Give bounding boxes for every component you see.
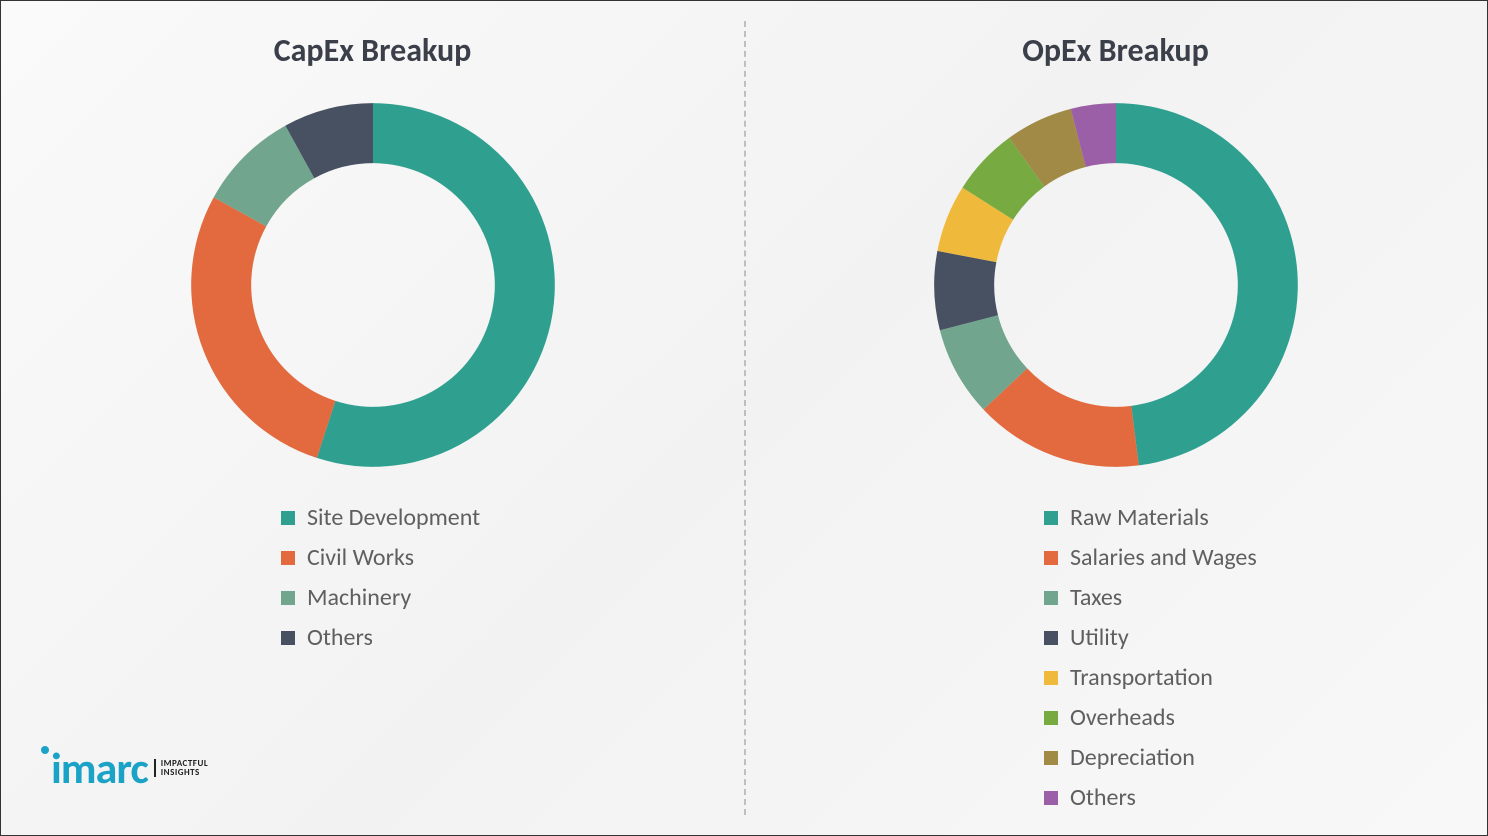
legend-swatch-icon [1044, 591, 1058, 605]
donut-slice [1116, 103, 1298, 465]
legend-label: Depreciation [1070, 743, 1195, 773]
legend-label: Utility [1070, 623, 1129, 653]
legend-item: Transportation [1044, 663, 1257, 693]
legend-item: Depreciation [1044, 743, 1257, 773]
legend-label: Machinery [307, 583, 411, 613]
legend-label: Civil Works [307, 543, 414, 573]
legend-swatch-icon [281, 551, 295, 565]
legend-item: Utility [1044, 623, 1257, 653]
donut-slice [191, 197, 335, 458]
legend-swatch-icon [1044, 711, 1058, 725]
brand-tagline-line2: INSIGHTS [161, 767, 200, 778]
legend-swatch-icon [1044, 511, 1058, 525]
capex-legend: Site Development Civil Works Machinery Othe… [281, 503, 480, 653]
legend-label: Raw Materials [1070, 503, 1209, 533]
legend-swatch-icon [1044, 671, 1058, 685]
brand-logo: imarc IMPACTFUL INSIGHTS [41, 746, 208, 790]
legend-item: Taxes [1044, 583, 1257, 613]
opex-donut-chart [916, 85, 1316, 485]
brand-name: imarc [51, 741, 148, 795]
legend-item: Machinery [281, 583, 480, 613]
legend-swatch-icon [281, 511, 295, 525]
opex-panel: OpEx Breakup Raw Materials Salaries and W… [744, 1, 1487, 835]
legend-label: Overheads [1070, 703, 1175, 733]
brand-logo-text: imarc [41, 746, 148, 790]
legend-swatch-icon [1044, 551, 1058, 565]
legend-label: Salaries and Wages [1070, 543, 1257, 573]
capex-panel: CapEx Breakup Site Development Civil Work… [1, 1, 744, 835]
legend-item: Civil Works [281, 543, 480, 573]
legend-label: Site Development [307, 503, 480, 533]
opex-legend: Raw Materials Salaries and Wages Taxes Util… [1044, 503, 1257, 813]
legend-swatch-icon [1044, 631, 1058, 645]
legend-item: Overheads [1044, 703, 1257, 733]
legend-swatch-icon [281, 591, 295, 605]
legend-item: Salaries and Wages [1044, 543, 1257, 573]
opex-title: OpEx Breakup [1022, 31, 1209, 70]
legend-label: Transportation [1070, 663, 1213, 693]
charts-container: CapEx Breakup Site Development Civil Work… [1, 1, 1487, 835]
legend-label: Taxes [1070, 583, 1122, 613]
legend-swatch-icon [1044, 751, 1058, 765]
brand-tagline: IMPACTFUL INSIGHTS [154, 759, 208, 778]
legend-item: Site Development [281, 503, 480, 533]
legend-swatch-icon [281, 631, 295, 645]
legend-item: Others [1044, 783, 1257, 813]
capex-donut-chart [173, 85, 573, 485]
legend-swatch-icon [1044, 791, 1058, 805]
legend-label: Others [1070, 783, 1136, 813]
brand-logo-dot-icon [41, 746, 49, 754]
legend-label: Others [307, 623, 373, 653]
legend-item: Others [281, 623, 480, 653]
legend-item: Raw Materials [1044, 503, 1257, 533]
capex-title: CapEx Breakup [274, 31, 472, 70]
